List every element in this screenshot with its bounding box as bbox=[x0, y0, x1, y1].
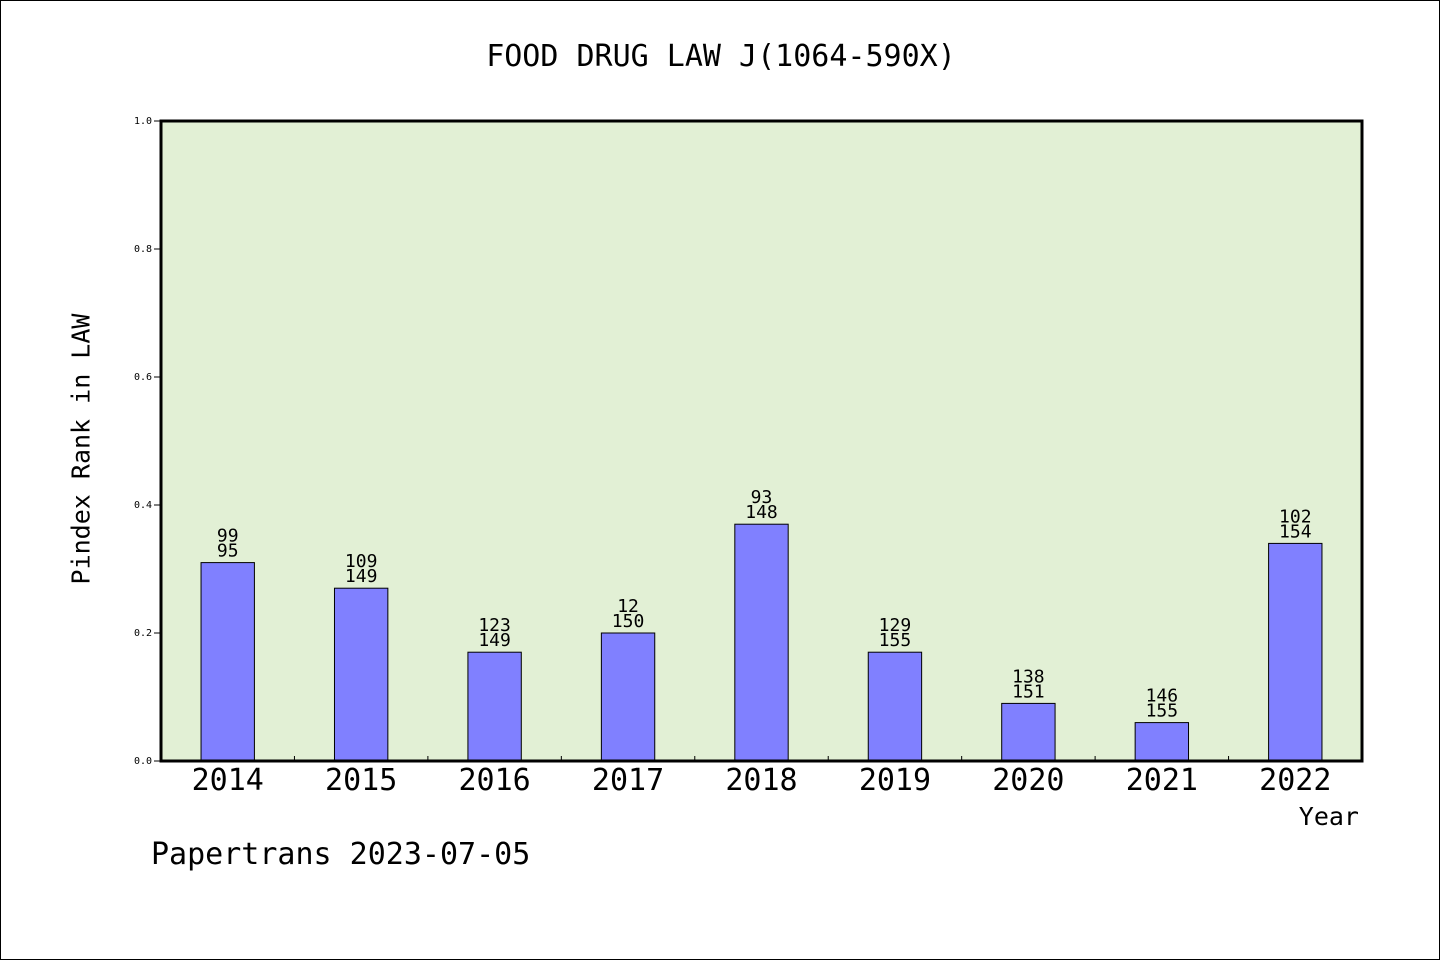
x-axis-label: Year bbox=[1298, 802, 1359, 831]
bar bbox=[333, 587, 389, 762]
plot-frame bbox=[159, 119, 1364, 763]
bar bbox=[200, 562, 255, 762]
bar-label-top: 99 bbox=[217, 526, 239, 547]
y-tick-label: 0.8 bbox=[134, 244, 152, 255]
bar bbox=[1134, 722, 1190, 762]
bar-label-bottom: 149 bbox=[478, 630, 511, 651]
bar-label-bottom: 155 bbox=[1146, 701, 1179, 722]
bar-label-bottom: 149 bbox=[345, 566, 378, 587]
bar-label-top: 102 bbox=[1279, 506, 1312, 527]
x-tick-label: 2020 bbox=[992, 763, 1064, 798]
x-tick-label: 2021 bbox=[1126, 763, 1198, 798]
bar-label-top: 109 bbox=[345, 551, 378, 572]
bar-label-bottom: 148 bbox=[745, 502, 778, 523]
x-tick-label: 2014 bbox=[192, 763, 264, 798]
bar-label-top: 123 bbox=[478, 615, 511, 636]
x-tick-label: 2022 bbox=[1259, 763, 1331, 798]
x-tick-label: 2019 bbox=[859, 763, 931, 798]
y-axis-label: Pindex Rank in LAW bbox=[66, 313, 96, 585]
footer-credit: Papertrans 2023-07-05 bbox=[151, 837, 531, 872]
y-tick-label: 1.0 bbox=[134, 116, 152, 127]
bar-label-top: 129 bbox=[879, 615, 912, 636]
x-tick-label: 2016 bbox=[458, 763, 530, 798]
bar-label-top: 146 bbox=[1146, 686, 1179, 707]
bar bbox=[867, 651, 923, 762]
y-tick-label: 0.4 bbox=[134, 500, 152, 511]
y-tick-label: 0.2 bbox=[134, 628, 152, 639]
bar-label-bottom: 95 bbox=[217, 541, 239, 562]
y-tick-label: 0.6 bbox=[134, 372, 152, 383]
bar bbox=[467, 651, 522, 762]
bar bbox=[734, 523, 789, 762]
bar-label-bottom: 154 bbox=[1279, 521, 1312, 542]
x-tick-label: 2017 bbox=[592, 763, 664, 798]
bar-label-bottom: 151 bbox=[1012, 681, 1045, 702]
bar-label-top: 12 bbox=[617, 596, 639, 617]
bar-label-top: 93 bbox=[751, 487, 773, 508]
bar-label-bottom: 150 bbox=[612, 611, 645, 632]
bar bbox=[600, 632, 656, 762]
bar-label-top: 138 bbox=[1012, 666, 1045, 687]
chart-title: FOOD DRUG LAW J(1064-590X) bbox=[486, 39, 956, 74]
bar-label-bottom: 155 bbox=[879, 630, 912, 651]
y-tick-label: 0.0 bbox=[134, 756, 152, 767]
x-tick-label: 2015 bbox=[325, 763, 397, 798]
bar bbox=[1001, 702, 1056, 762]
x-tick-label: 2018 bbox=[725, 763, 797, 798]
bar bbox=[1268, 542, 1323, 762]
